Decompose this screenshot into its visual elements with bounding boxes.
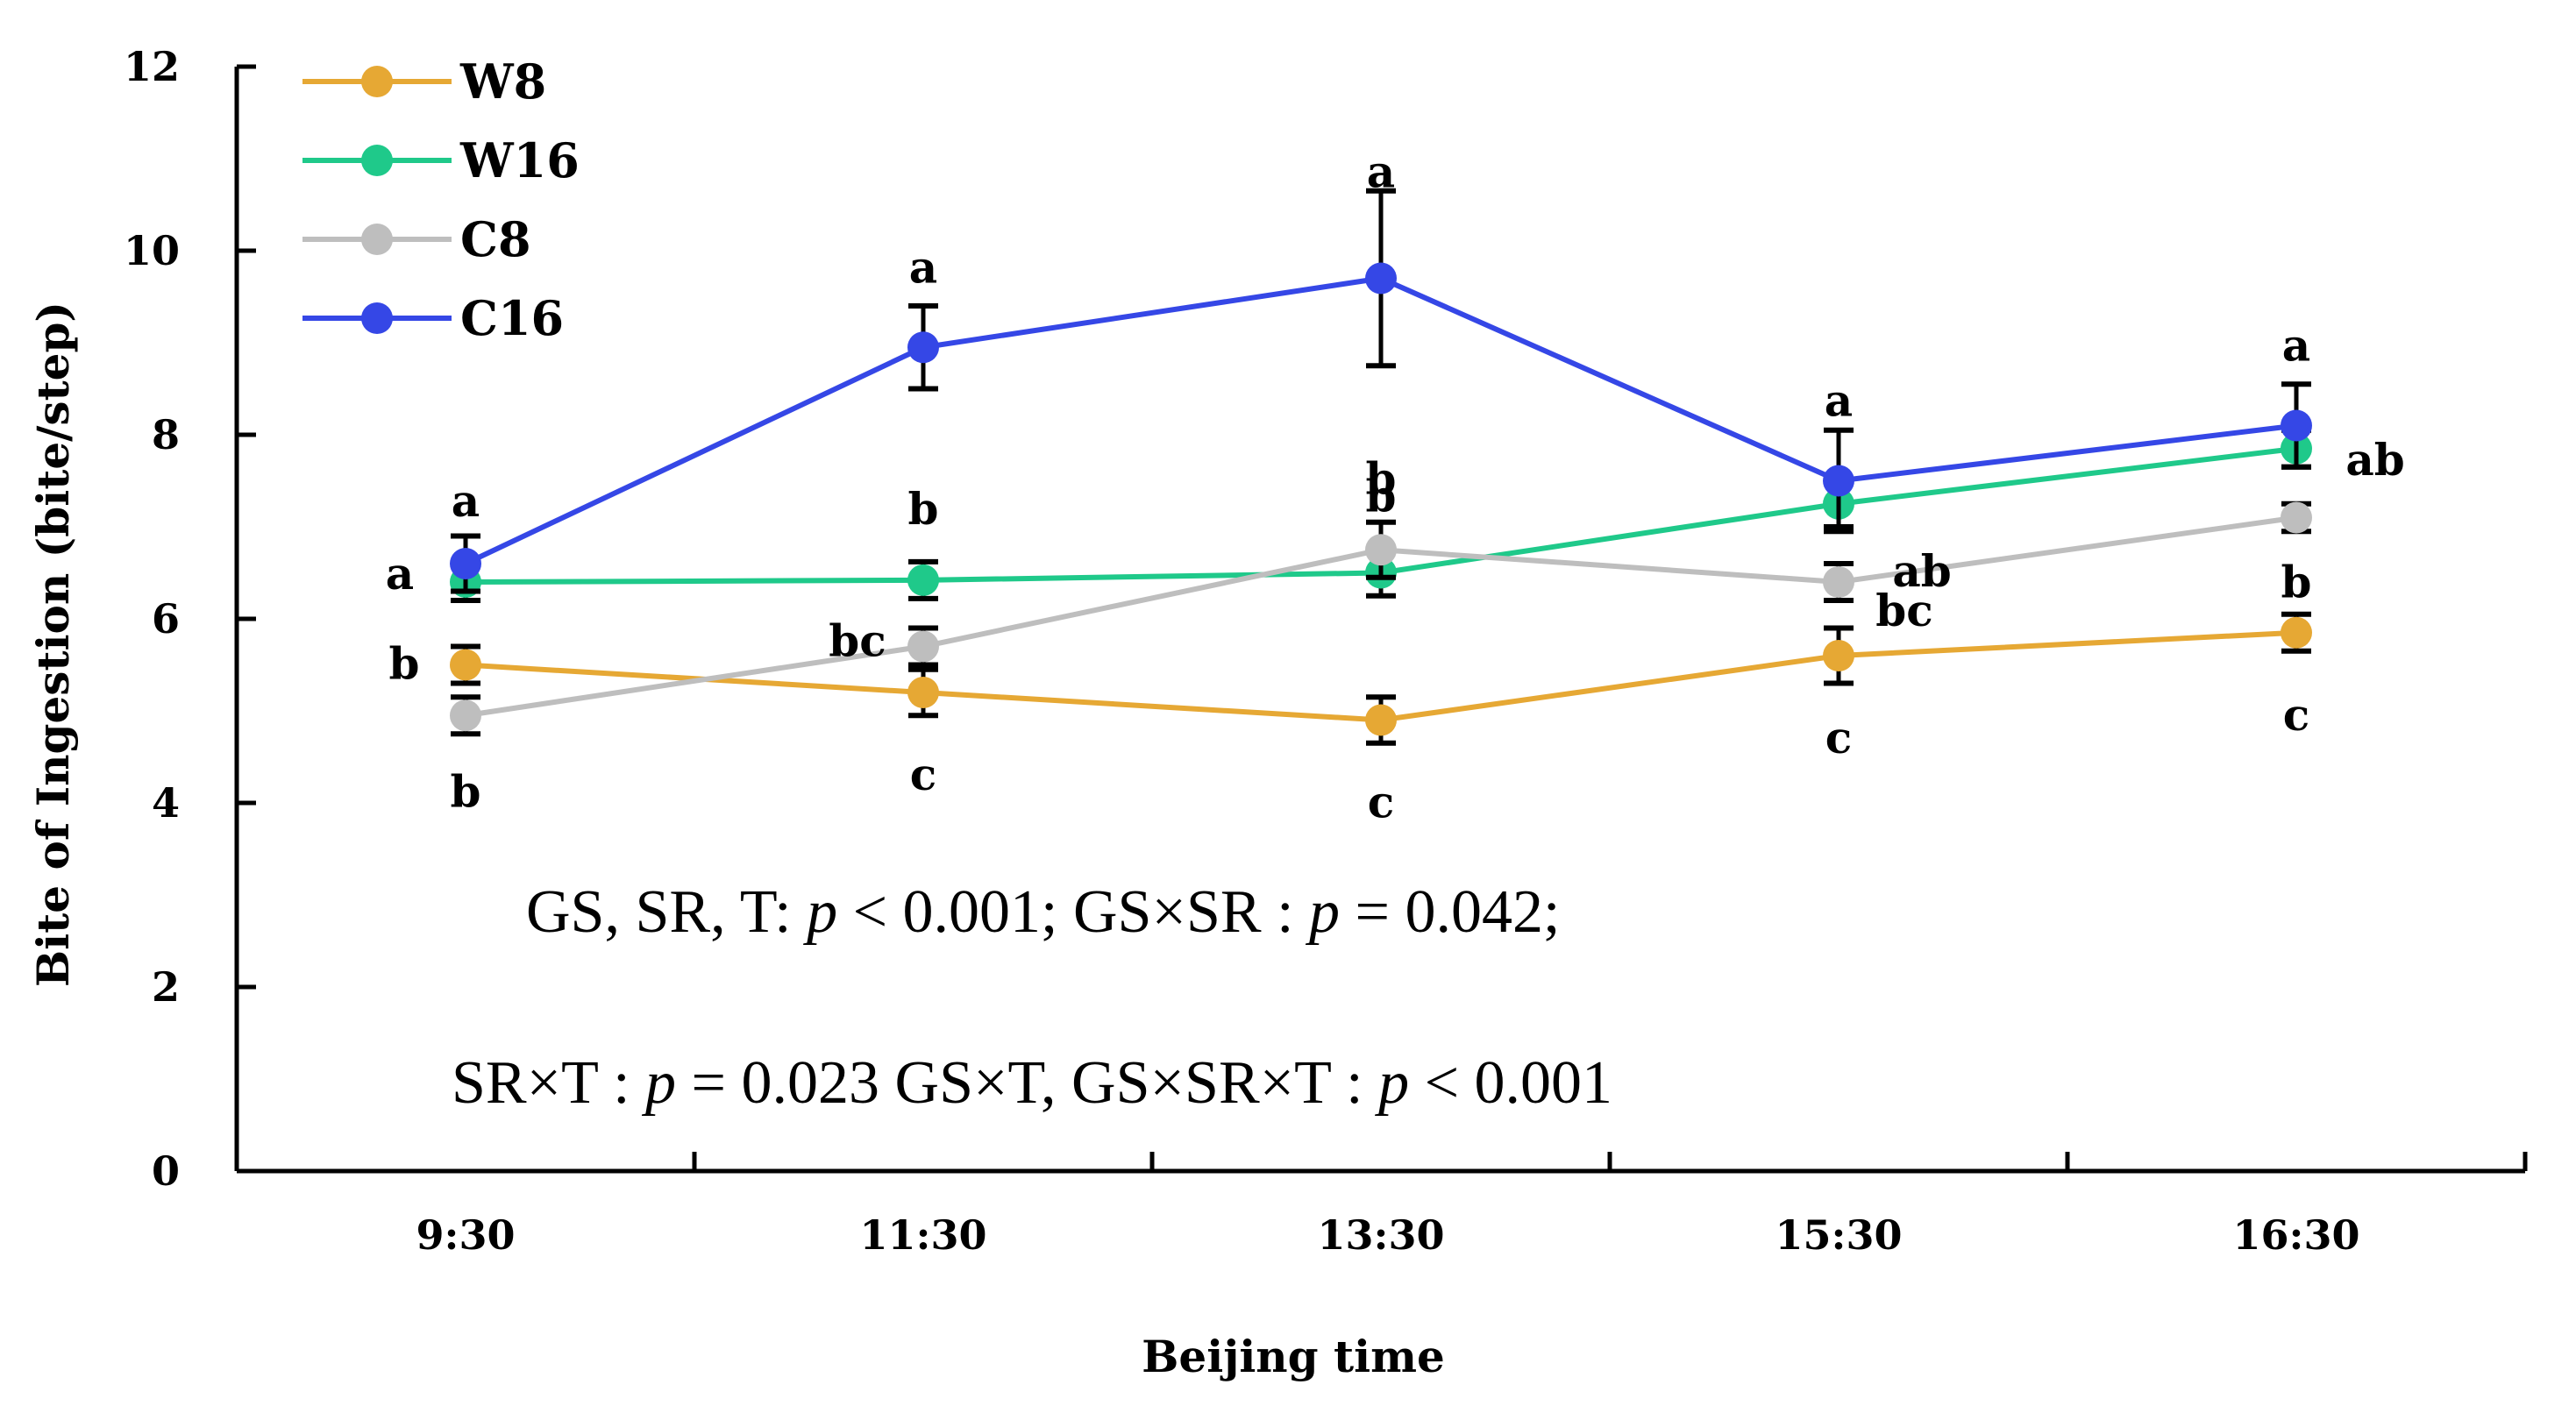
y-tick-label: 6 xyxy=(152,595,180,643)
stats-line-2-mid: = 0.023 GS×T, GS×SR×T : xyxy=(676,1049,1378,1117)
stats-line-1-p2: p xyxy=(1305,878,1340,946)
legend-item-W16: W16 xyxy=(302,132,580,188)
significance-letter: bc xyxy=(829,615,886,667)
data-point xyxy=(1365,534,1397,566)
x-tick-label: 15:30 xyxy=(1775,1211,1902,1259)
series-C8 xyxy=(450,501,2312,737)
significance-letter: ab xyxy=(2345,434,2404,486)
data-point xyxy=(1823,465,1854,497)
stats-line-2-prefix: SR×T : xyxy=(452,1049,645,1117)
series-C16 xyxy=(450,188,2312,594)
x-tick-label: 16:30 xyxy=(2232,1211,2359,1259)
data-point xyxy=(2281,409,2312,442)
data-point xyxy=(1365,704,1397,736)
data-point xyxy=(450,649,481,681)
significance-letter: b xyxy=(2281,557,2312,608)
stats-line-2-p1: p xyxy=(641,1049,676,1117)
significance-letter: a xyxy=(1825,375,1853,427)
legend-label: W8 xyxy=(459,53,546,110)
significance-letter: a xyxy=(452,475,480,527)
data-point xyxy=(450,548,481,579)
y-tick-label: 12 xyxy=(124,43,180,90)
series-layer xyxy=(450,188,2312,746)
y-axis-label: Bite of Ingestion (bite/step) xyxy=(27,302,79,987)
significance-letter: bc xyxy=(1875,585,1932,636)
stats-line-1-mid: < 0.001; GS×SR : xyxy=(837,878,1309,946)
significance-letter: b xyxy=(1366,471,1397,522)
legend-label: W16 xyxy=(459,132,580,188)
y-tick-label: 10 xyxy=(124,227,180,274)
legend: W8 W16 C8 C16 xyxy=(302,53,580,346)
significance-letter: b xyxy=(451,765,481,817)
y-ticks: 0 2 4 6 8 10 12 xyxy=(124,43,256,1195)
y-tick-label: 2 xyxy=(152,963,180,1011)
stats-line-1: GS, SR, T: p < 0.001; GS×SR : p = 0.042; xyxy=(526,878,1560,946)
significance-letter: c xyxy=(2283,689,2309,741)
legend-marker xyxy=(361,145,393,176)
significance-letter: c xyxy=(1825,712,1852,763)
significance-letter: a xyxy=(386,548,414,600)
data-point xyxy=(907,331,939,364)
significance-letter: ab xyxy=(1892,545,1951,597)
legend-marker xyxy=(361,224,393,255)
significance-letter: c xyxy=(1368,777,1394,828)
significance-letter: a xyxy=(1367,146,1395,198)
data-point xyxy=(2281,501,2312,534)
x-tick-label: 13:30 xyxy=(1317,1211,1444,1259)
legend-label: C16 xyxy=(460,290,564,346)
data-point xyxy=(907,677,939,708)
series-W8 xyxy=(450,611,2312,746)
legend-item-C8: C8 xyxy=(302,211,531,267)
legend-item-C16: C16 xyxy=(302,290,564,346)
x-axis-label: Beijing time xyxy=(1142,1331,1445,1382)
stats-line-1-prefix: GS, SR, T: xyxy=(526,878,807,946)
data-point xyxy=(2281,616,2312,649)
y-tick-label: 4 xyxy=(152,779,180,827)
legend-marker xyxy=(361,302,393,334)
data-point xyxy=(450,699,481,732)
stats-line-1-end: = 0.042; xyxy=(1340,878,1560,946)
data-point xyxy=(1365,262,1397,295)
data-point xyxy=(907,630,939,663)
significance-letter: c xyxy=(910,749,936,800)
stats-line-1-p1: p xyxy=(802,878,837,946)
significance-letter: a xyxy=(2282,320,2310,372)
significance-letter: b xyxy=(389,638,420,690)
y-tick-label: 0 xyxy=(152,1147,180,1195)
stats-line-2-p2: p xyxy=(1374,1049,1409,1117)
x-tick-label: 9:30 xyxy=(416,1211,515,1259)
y-tick-label: 8 xyxy=(152,411,180,458)
data-point xyxy=(907,564,939,596)
data-point xyxy=(1823,640,1854,671)
legend-marker xyxy=(361,66,393,97)
data-point xyxy=(1823,566,1854,598)
x-ticks: 9:30 11:30 13:30 15:30 16:30 xyxy=(416,1152,2528,1259)
significance-letter: b xyxy=(1366,452,1397,504)
stats-line-2: SR×T : p = 0.023 GS×T, GS×SR×T : p < 0.0… xyxy=(452,1049,1612,1117)
legend-item-W8: W8 xyxy=(302,53,546,110)
significance-letter: b xyxy=(908,483,939,535)
x-tick-label: 11:30 xyxy=(859,1211,986,1259)
stats-line-2-end: < 0.001 xyxy=(1409,1049,1612,1117)
significance-letter: a xyxy=(909,241,937,293)
legend-label: C8 xyxy=(460,211,531,267)
